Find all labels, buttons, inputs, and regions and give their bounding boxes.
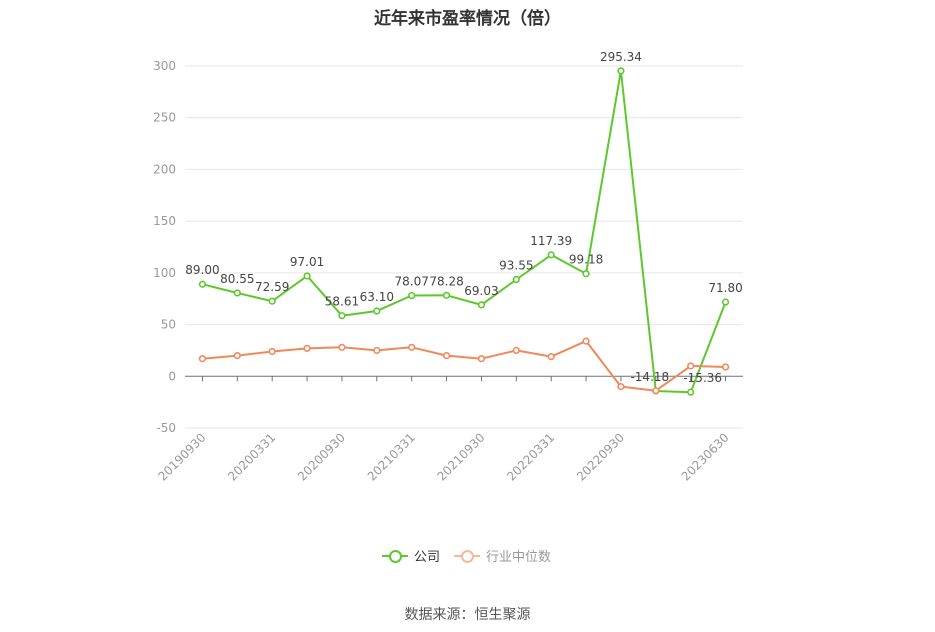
- line-chart: -50 0 50 100 150 200 250 300 20190930 20200331 202…: [153, 50, 743, 484]
- x-tick-label: 20200930: [295, 431, 348, 484]
- industry-point: [687, 362, 695, 370]
- company-data-label: 117.39: [530, 234, 572, 248]
- grid-lines: [185, 65, 743, 429]
- company-data-label: 72.59: [255, 280, 289, 294]
- industry-point: [198, 355, 207, 363]
- industry-point: [233, 352, 241, 360]
- y-tick-label: 0: [168, 369, 176, 383]
- company-data-label: 89.00: [185, 263, 219, 277]
- company-point: [547, 251, 555, 259]
- company-point: [477, 301, 486, 309]
- x-tick-label: 20220331: [504, 431, 557, 484]
- chart-title: 近年来市盈率情况（倍）: [374, 9, 561, 29]
- company-data-label: 58.61: [325, 295, 359, 309]
- company-point: [442, 291, 451, 299]
- x-tick-label: 20220930: [574, 431, 627, 484]
- y-tick-label: 200: [153, 162, 176, 176]
- company-point: [408, 291, 416, 300]
- company-point: [338, 312, 346, 320]
- y-tick-label: 50: [161, 318, 176, 332]
- x-tick-label: 20190930: [155, 431, 208, 484]
- company-data-label: 99.18: [569, 253, 603, 267]
- industry-point: [338, 343, 346, 351]
- industry-point: [268, 347, 276, 356]
- legend-industry-marker-icon: [454, 549, 481, 563]
- company-point: [198, 280, 207, 288]
- company-point: [373, 307, 381, 315]
- legend: 公司 行业中位数: [382, 546, 565, 565]
- industry-point: [721, 363, 730, 371]
- company-data-label: 78.28: [429, 274, 463, 288]
- company-data-label: 97.01: [290, 255, 324, 269]
- x-tick-label: 20230630: [679, 431, 732, 484]
- industry-point: [512, 346, 520, 355]
- legend-item-company[interactable]: 公司: [382, 546, 440, 565]
- company-point: [268, 297, 276, 305]
- company-point: [512, 275, 520, 284]
- y-tick-label: -50: [156, 421, 176, 435]
- industry-point: [477, 355, 486, 363]
- company-data-label: 78.07: [395, 275, 429, 289]
- x-tick-label: 20210331: [365, 431, 418, 484]
- company-data-label: -15.36: [683, 371, 722, 385]
- company-point: [582, 270, 590, 278]
- industry-point: [303, 344, 311, 352]
- y-tick-label: 100: [153, 266, 176, 280]
- x-tick-label: 20210930: [434, 431, 487, 484]
- industry-point: [442, 352, 451, 360]
- industry-point: [547, 353, 555, 361]
- data-source-note: 数据来源：恒生聚源: [404, 607, 531, 623]
- industry-point: [408, 343, 416, 351]
- y-tick-label: 300: [153, 59, 176, 73]
- legend-item-industry[interactable]: 行业中位数: [454, 546, 551, 565]
- company-data-label: 71.80: [708, 281, 742, 295]
- company-point: [617, 67, 625, 75]
- industry-series-line: [202, 340, 726, 392]
- industry-point: [617, 383, 625, 391]
- legend-company-marker-icon: [382, 549, 408, 563]
- company-point: [303, 272, 311, 280]
- company-point: [721, 298, 730, 306]
- industry-point: [652, 387, 660, 395]
- company-data-label: 93.55: [499, 259, 533, 273]
- series: [198, 67, 730, 396]
- company-data-label: 69.03: [464, 284, 498, 298]
- company-point: [687, 388, 695, 396]
- company-data-label: 63.10: [360, 290, 394, 304]
- company-point: [233, 289, 241, 297]
- company-data-label: 80.55: [220, 272, 254, 286]
- legend-industry-label: 行业中位数: [486, 550, 552, 565]
- y-tick-label: 150: [153, 214, 176, 228]
- y-tick-label: 250: [153, 111, 176, 125]
- company-series-line: [202, 69, 727, 394]
- legend-company-label: 公司: [414, 550, 441, 565]
- company-data-label: -14.18: [630, 370, 669, 384]
- industry-point: [373, 346, 381, 355]
- industry-point: [582, 337, 590, 345]
- company-data-label: 295.34: [600, 50, 642, 64]
- x-tick-label: 20200331: [225, 431, 278, 484]
